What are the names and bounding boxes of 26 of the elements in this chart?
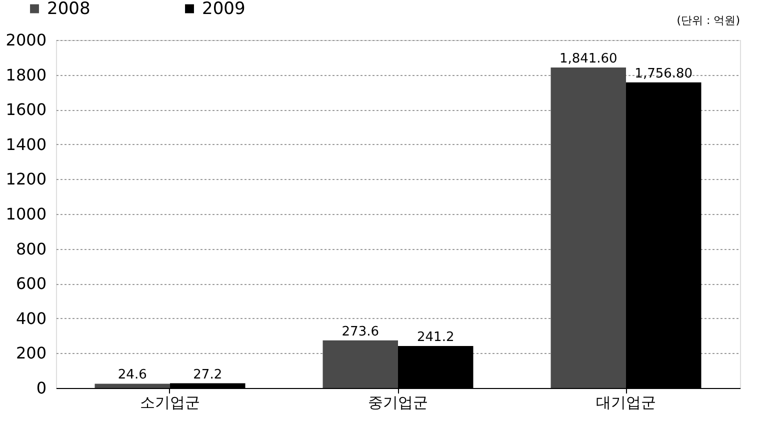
bar	[550, 68, 626, 388]
y-tick-label: 200	[16, 344, 46, 363]
x-tick-label: 대기업군	[596, 394, 656, 412]
y-tick-label: 400	[16, 308, 46, 328]
legend-label: 2008	[47, 0, 90, 19]
data-label: 27.2	[193, 367, 222, 382]
data-label: 273.6	[342, 324, 379, 340]
data-label: 1,841.60	[559, 52, 618, 67]
y-tick-label: 600	[16, 274, 46, 294]
y-tick-label: 1800	[6, 65, 46, 84]
x-tick-label: 중기업군	[368, 394, 428, 412]
y-tick-label: 1600	[6, 100, 46, 120]
legend-label: 2009	[202, 0, 246, 19]
y-tick-label: 1200	[6, 170, 46, 189]
data-label: 241.2	[417, 330, 454, 346]
y-tick-label: 1000	[6, 204, 46, 224]
y-tick-label: 1400	[6, 134, 46, 154]
data-label: 24.6	[118, 368, 147, 383]
y-tick-label: 2000	[6, 30, 46, 50]
bar	[94, 384, 170, 388]
y-tick-label: 0	[36, 378, 46, 398]
bar	[322, 340, 398, 388]
text: (단위 : 억원)	[676, 14, 740, 27]
data-label: 1,756.80	[634, 66, 693, 82]
x-tick-label: 소기업군	[140, 394, 200, 412]
y-tick-label: 800	[16, 239, 46, 258]
